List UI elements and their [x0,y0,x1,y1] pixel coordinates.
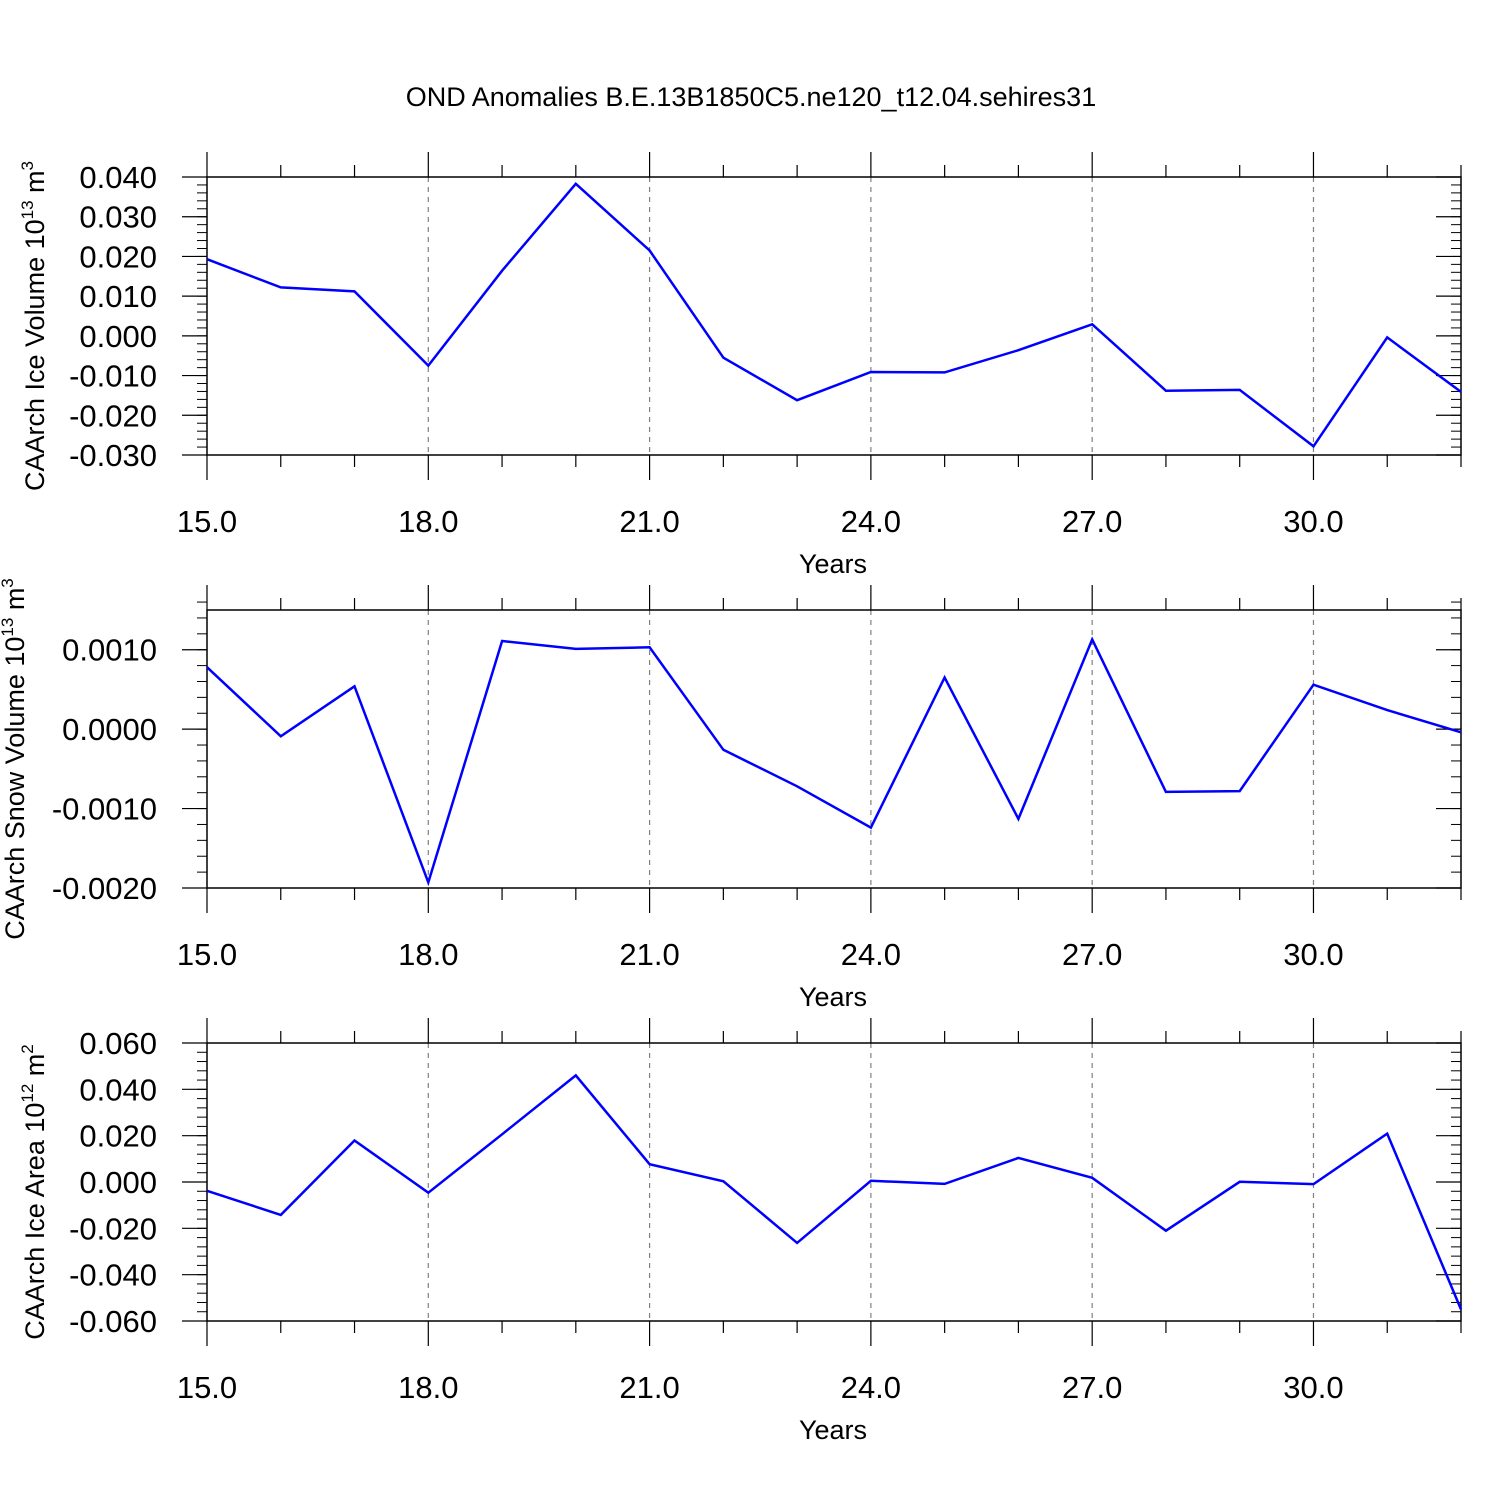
y-axis-label: CAArch Ice Area 1012 m2 [18,1044,50,1340]
y-tick-label: 0.020 [79,239,157,274]
x-tick-label: 15.0 [177,937,237,972]
y-tick-label: 0.060 [79,1026,157,1061]
x-tick-label: 30.0 [1283,1370,1343,1405]
x-axis-label: Years [799,549,867,579]
y-tick-label: 0.000 [79,319,157,354]
y-tick-label: -0.020 [69,398,157,433]
y-tick-label: 0.0010 [62,633,157,668]
figure-title: OND Anomalies B.E.13B1850C5.ne120_t12.04… [406,82,1096,112]
y-axis-label-superscript: 3 [0,578,17,587]
panel-ice-area: 0.060 0.040 0.020 0.000 -0.020 -0.040 -0.060 15… [18,1018,1463,1445]
y-axis-label-part: CAArch Ice Volume 10 [20,219,50,491]
y-tick-label: -0.030 [69,438,157,473]
panel-snow-volume: 0.0010 0.0000 -0.0010 -0.0020 15.0 18.0 21.0 24… [0,578,1462,1012]
x-tick-label: 18.0 [398,504,458,539]
y-tick-label: -0.010 [69,359,157,394]
x-tick-label: 18.0 [398,937,458,972]
series-line [206,182,1462,449]
series-line [206,636,1462,887]
y-axis-label-superscript: 12 [18,1084,37,1103]
x-axis-label: Years [799,982,867,1012]
x-tick-label: 21.0 [619,937,679,972]
y-tick-label: 0.040 [79,1072,157,1107]
x-tick-label: 30.0 [1283,937,1343,972]
x-axis-label: Years [799,1415,867,1445]
x-tick-label: 24.0 [841,504,901,539]
x-tick-label: 30.0 [1283,504,1343,539]
x-tick-label: 15.0 [177,1370,237,1405]
x-tick-label: 27.0 [1062,937,1122,972]
x-tick-label: 27.0 [1062,504,1122,539]
x-tick-label: 21.0 [619,1370,679,1405]
y-tick-label: -0.040 [69,1258,157,1293]
y-tick-label: -0.060 [69,1304,157,1339]
y-axis-label-superscript: 13 [0,618,17,637]
x-tick-label: 24.0 [841,1370,901,1405]
series-line [206,1073,1463,1310]
x-tick-label: 18.0 [398,1370,458,1405]
y-axis-label-part: m [20,170,50,200]
y-tick-label: -0.020 [69,1211,157,1246]
y-axis-label-superscript: 13 [18,200,37,219]
y-tick-label: -0.0010 [52,792,157,827]
panel-ice-volume: 0.040 0.030 0.020 0.010 0.000 -0.010 -0.020 -0.… [18,152,1462,579]
y-axis-label: CAArch Ice Volume 1013 m3 [18,161,50,491]
y-tick-label: 0.030 [79,200,157,235]
y-axis-label: CAArch Snow Volume 1013 m3 [0,578,30,940]
x-tick-label: 27.0 [1062,1370,1122,1405]
y-tick-label: -0.0020 [52,871,157,906]
plot-frame [206,176,1462,456]
x-tick-label: 15.0 [177,504,237,539]
y-axis-label-superscript: 3 [18,161,37,170]
y-axis-label-superscript: 2 [18,1044,37,1053]
y-tick-label: 0.0000 [62,712,157,747]
y-axis-label-part: m [20,1054,50,1084]
y-tick-label: 0.000 [79,1165,157,1200]
y-tick-label: 0.040 [79,160,157,195]
y-tick-label: 0.010 [79,279,157,314]
y-axis-label-part: CAArch Ice Area 10 [20,1103,50,1340]
y-tick-label: 0.020 [79,1119,157,1154]
x-tick-label: 24.0 [841,937,901,972]
plot-frame [206,609,1462,889]
x-tick-label: 21.0 [619,504,679,539]
y-axis-label-part: m [0,588,30,618]
y-axis-label-part: CAArch Snow Volume 10 [0,637,30,940]
